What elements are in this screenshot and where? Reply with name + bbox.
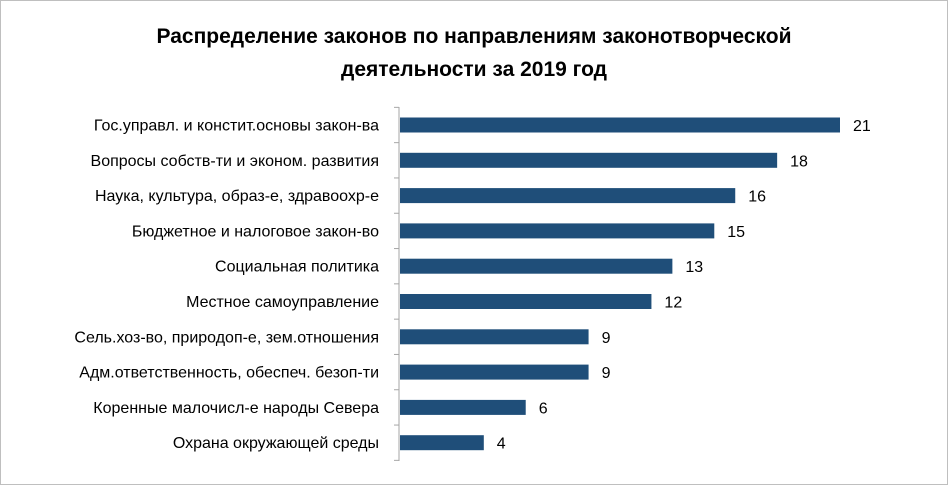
value-label: 4 — [497, 436, 506, 453]
category-label: Местное самоуправление — [186, 294, 379, 311]
bar — [400, 364, 589, 380]
value-label: 9 — [602, 330, 611, 347]
value-label: 12 — [664, 295, 682, 312]
bar — [400, 399, 526, 415]
category-label: Гос.управл. и констит.основы закон-ва — [94, 118, 379, 135]
bar — [400, 117, 840, 133]
chart-title: Распределение законов по направлениям за… — [0, 20, 948, 86]
value-label: 15 — [727, 224, 745, 241]
value-label: 21 — [853, 118, 871, 135]
value-label: 13 — [685, 259, 703, 276]
bar — [400, 258, 673, 274]
category-label: Наука, культура, образ-е, здравоохр-е — [95, 188, 379, 205]
bar — [400, 152, 778, 168]
category-label: Коренные малочисл-е народы Севера — [93, 400, 379, 417]
value-label: 16 — [748, 189, 766, 206]
bar — [400, 294, 652, 309]
value-label: 9 — [602, 365, 611, 382]
chart-title-line-1: Распределение законов по направлениям за… — [156, 25, 792, 48]
bar — [400, 223, 715, 239]
value-label: 6 — [539, 400, 548, 417]
category-label: Социальная политика — [215, 259, 379, 276]
category-label: Охрана окружающей среды — [173, 435, 379, 452]
bar — [400, 188, 736, 204]
category-label: Бюджетное и налоговое закон-во — [132, 223, 379, 240]
category-label: Вопросы собств-ти и эконом. развития — [91, 153, 379, 170]
bar — [400, 435, 484, 451]
category-label: Сель.хоз-во, природоп-е, зем.отношения — [74, 329, 379, 346]
category-label: Адм.ответственность, обеспеч. безоп-ти — [79, 365, 379, 382]
chart-title-line-2: деятельности за 2019 год — [341, 58, 607, 81]
bar — [400, 329, 589, 345]
value-label: 18 — [790, 153, 808, 170]
